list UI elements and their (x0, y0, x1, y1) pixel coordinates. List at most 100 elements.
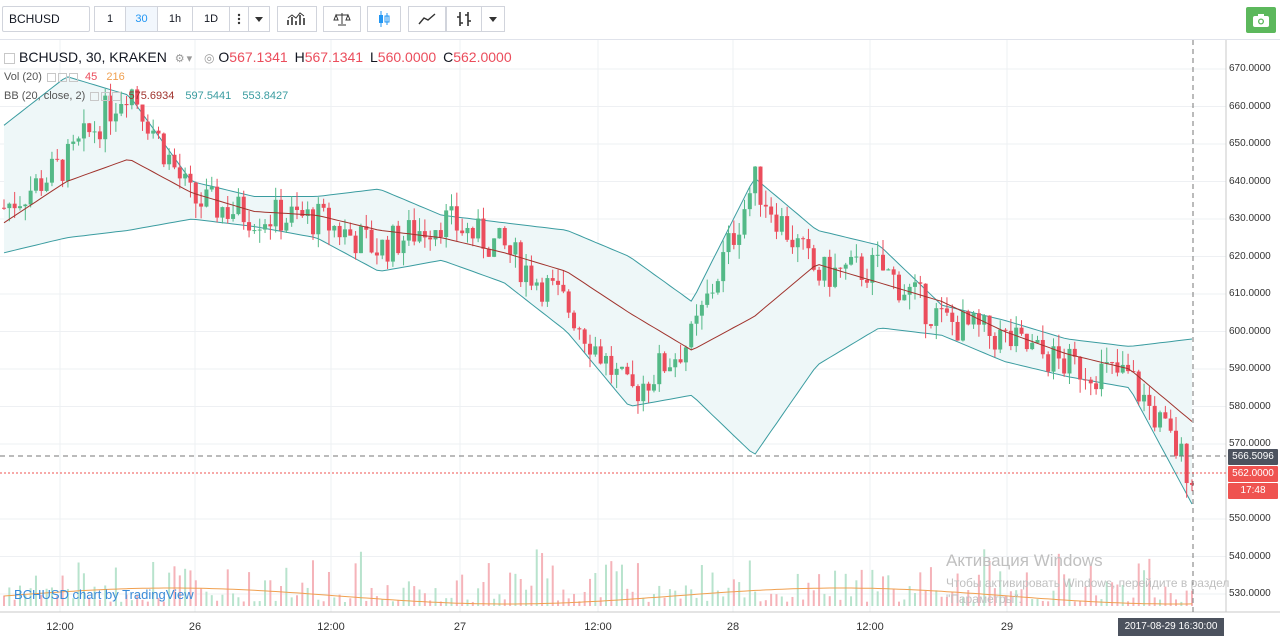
volume-bar (82, 573, 85, 606)
candle-body (71, 141, 76, 144)
candle-body (982, 315, 987, 325)
volume-bar (535, 549, 538, 606)
candle-body (1088, 379, 1093, 384)
volume-bar (882, 576, 885, 606)
hide-icon[interactable] (46, 72, 56, 82)
snapshot-button[interactable] (1246, 7, 1276, 33)
volume-bar (1079, 601, 1082, 606)
volume-bar (114, 567, 117, 606)
candle-body (81, 123, 86, 139)
candle-body (87, 123, 92, 133)
interval-1m-button[interactable]: 1 (94, 6, 126, 32)
interval-1d-button[interactable]: 1D (192, 6, 230, 32)
volume-bar (242, 601, 245, 606)
volume-bar (759, 601, 762, 606)
interval-dropdown-button[interactable] (248, 6, 270, 32)
volume-bar (482, 581, 485, 606)
candle-body (992, 335, 997, 350)
compare-button[interactable] (323, 6, 361, 32)
settings-icon[interactable] (57, 72, 67, 82)
candle-body (193, 182, 198, 204)
volume-bar (796, 573, 799, 606)
volume-bar (562, 589, 565, 606)
candle-body (417, 231, 422, 242)
volume-bar (908, 586, 911, 606)
volume-bar (988, 560, 991, 606)
volume-bar (786, 601, 789, 606)
volume-bar (104, 585, 107, 606)
candle-body (172, 154, 177, 168)
volume-bar (1041, 600, 1044, 606)
candle-body (1168, 418, 1173, 431)
volume-bar (391, 601, 394, 606)
candle-body (502, 228, 507, 246)
candles-style-button[interactable] (367, 6, 401, 32)
candle-body (1030, 342, 1035, 350)
candle-body (1035, 339, 1040, 343)
candle-body (1003, 329, 1008, 331)
volume-bar (700, 565, 703, 606)
volume-bar (951, 591, 954, 606)
visibility-icon[interactable]: ◎ (204, 51, 215, 65)
candle-body (806, 239, 811, 249)
volume-bar (327, 571, 330, 606)
candle-body (508, 245, 513, 255)
style-dropdown-button[interactable] (481, 6, 505, 32)
chevron-down-icon[interactable]: ▾ (186, 53, 193, 65)
volume-bar (663, 597, 666, 606)
candle-body (364, 226, 369, 230)
volume-bar (514, 573, 517, 606)
volume-bar (1089, 564, 1092, 606)
candle-body (556, 280, 561, 285)
indicators-icon (287, 12, 305, 25)
volume-bar (977, 574, 980, 606)
candle-body (1163, 412, 1168, 419)
crosshair-price-label: 566.5096 (1228, 449, 1278, 465)
candle-body (1008, 330, 1013, 347)
interval-1h-button[interactable]: 1h (157, 6, 193, 32)
settings-icon[interactable] (101, 91, 111, 101)
close-icon[interactable] (112, 91, 122, 101)
main-series-legend: BCHUSD, 30, KRAKEN ⚙ ▾ ◎ O567.1341 H567.1… (4, 49, 512, 65)
candle-body (49, 158, 54, 183)
hide-icon[interactable] (90, 91, 100, 101)
vol-value: 45 (85, 71, 98, 83)
candle-body (683, 347, 688, 363)
tradingview-credit-link[interactable]: BCHUSD chart by TradingView (14, 587, 194, 602)
candle-body (438, 230, 443, 238)
candle-body (699, 304, 704, 316)
volume-bar (589, 578, 592, 606)
volume-bar (620, 564, 623, 606)
volume-bar (130, 600, 133, 606)
volume-bar (945, 596, 948, 606)
volume-bar (386, 585, 389, 606)
indicators-button[interactable] (277, 6, 317, 32)
volume-ma-line (3, 587, 1193, 605)
volume-bar (205, 591, 208, 606)
candle-body (380, 239, 385, 256)
bb-legend: BB (20, close, 2) 575.6934 597.5441 553.… (4, 90, 288, 102)
volume-bar (136, 595, 139, 606)
candle-body (1174, 430, 1179, 456)
volume-bar (679, 598, 682, 606)
settings-icon[interactable]: ⚙ (174, 53, 185, 65)
candle-body (763, 204, 768, 207)
candle-body (247, 222, 252, 231)
collapse-legend-icon[interactable] (4, 52, 15, 64)
volume-bar (887, 575, 890, 606)
bars-style-button[interactable] (446, 6, 482, 32)
candle-body (635, 386, 640, 402)
time-tick-label: 12:00 (46, 621, 74, 633)
candle-body (1131, 371, 1136, 373)
chevron-down-icon (489, 16, 497, 22)
candle-body (758, 166, 763, 205)
candle-body (960, 311, 965, 341)
candle-body (183, 173, 188, 179)
interval-30m-button[interactable]: 30 (125, 6, 158, 32)
close-icon[interactable] (68, 72, 78, 82)
volume-bar (216, 600, 219, 606)
area-style-button[interactable] (408, 6, 446, 32)
time-tick-label: 29 (1000, 621, 1014, 633)
symbol-search-input[interactable] (2, 6, 90, 32)
